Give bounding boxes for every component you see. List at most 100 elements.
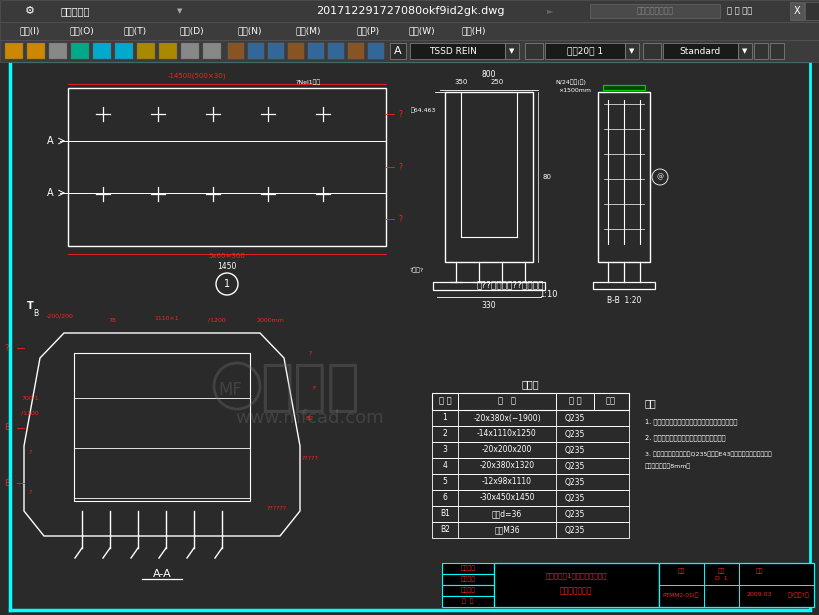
- Bar: [445, 92, 532, 262]
- Bar: [0, 22, 819, 40]
- Text: ?Nel1尺寸: ?Nel1尺寸: [295, 79, 320, 85]
- Bar: [137, 43, 155, 59]
- Text: 6: 6: [442, 493, 447, 502]
- Text: Q235: Q235: [564, 477, 585, 486]
- Text: 帮助(H): 帮助(H): [461, 26, 486, 36]
- Text: B2: B2: [440, 525, 450, 534]
- Text: 规 格: 规 格: [568, 397, 581, 405]
- Bar: [268, 43, 283, 59]
- Bar: [737, 43, 751, 59]
- Text: ?: ?: [397, 215, 401, 223]
- Bar: [432, 506, 628, 522]
- Bar: [642, 43, 660, 59]
- Text: TSSD REIN: TSSD REIN: [428, 47, 477, 55]
- Text: 2000mm: 2000mm: [256, 317, 283, 322]
- Text: Q235: Q235: [564, 509, 585, 518]
- Text: X: X: [793, 6, 799, 16]
- Text: 铁路集装符1中心站龙门吊基础: 铁路集装符1中心站龙门吊基础: [545, 573, 606, 579]
- Text: A: A: [394, 46, 401, 56]
- Bar: [493, 563, 658, 607]
- Bar: [432, 442, 628, 458]
- Text: Q235: Q235: [564, 445, 585, 454]
- Bar: [247, 43, 264, 59]
- Text: ?: ?: [397, 162, 401, 172]
- Bar: [432, 282, 545, 290]
- Bar: [432, 410, 628, 426]
- Text: B: B: [4, 424, 10, 432]
- Bar: [624, 43, 638, 59]
- Bar: [71, 43, 89, 59]
- Text: -14500(500×30): -14500(500×30): [168, 73, 226, 79]
- Bar: [328, 43, 344, 59]
- Bar: [74, 353, 250, 501]
- Text: 材质: 材质: [605, 397, 615, 405]
- Text: 设计单位: 设计单位: [460, 577, 475, 582]
- Text: 䙍64.463: 䙍64.463: [410, 107, 435, 113]
- Text: 图号: 图号: [676, 568, 684, 574]
- Text: 第?张共?张: 第?张共?张: [787, 592, 809, 598]
- Text: -20x380x(−1900): -20x380x(−1900): [473, 413, 541, 423]
- Text: 基??理螺体大??纵剪面图: 基??理螺体大??纵剪面图: [476, 280, 543, 290]
- Text: ?: ?: [308, 351, 311, 355]
- Text: 2009.03: 2009.03: [745, 592, 771, 598]
- Text: 山图与注释: 山图与注释: [61, 6, 89, 16]
- Text: MF: MF: [218, 381, 242, 399]
- Bar: [441, 574, 493, 585]
- Text: ▼: ▼: [741, 48, 747, 54]
- Bar: [0, 40, 819, 62]
- Bar: [368, 43, 383, 59]
- Bar: [287, 43, 304, 59]
- Bar: [432, 522, 628, 538]
- Bar: [432, 490, 628, 506]
- Text: B1: B1: [440, 509, 450, 518]
- Bar: [308, 43, 324, 59]
- Text: -20x200x200: -20x200x200: [482, 445, 532, 454]
- Bar: [68, 88, 386, 246]
- Text: www.mfcad.com: www.mfcad.com: [235, 409, 384, 427]
- Text: -200/200: -200/200: [46, 314, 74, 319]
- Text: ?: ?: [29, 451, 32, 456]
- Text: ?: ?: [29, 491, 32, 496]
- Bar: [410, 43, 505, 59]
- Bar: [228, 43, 244, 59]
- Text: 标注20： 1: 标注20： 1: [566, 47, 602, 55]
- Text: 说明: 说明: [645, 398, 656, 408]
- Text: ?????: ?????: [301, 456, 318, 461]
- Text: PTMM2-01(）: PTMM2-01(）: [662, 592, 699, 598]
- Text: ⚙: ⚙: [25, 6, 35, 16]
- Text: 格式(O): 格式(O): [70, 26, 94, 36]
- Text: ▼: ▼: [177, 8, 183, 14]
- Text: 5: 5: [442, 477, 447, 486]
- Text: 图纸编号: 图纸编号: [460, 588, 475, 593]
- Text: Q235: Q235: [564, 429, 585, 438]
- Text: A: A: [47, 188, 53, 198]
- Bar: [441, 596, 493, 607]
- Text: 修改(M): 修改(M): [295, 26, 320, 36]
- Text: ▼: ▼: [509, 48, 514, 54]
- Text: ?纹期?: ?纹期?: [410, 267, 423, 273]
- Text: 201712291727080okf9id2gk.dwg: 201712291727080okf9id2gk.dwg: [315, 6, 504, 16]
- Bar: [789, 2, 803, 20]
- Text: 250: 250: [490, 79, 503, 85]
- Bar: [390, 43, 405, 59]
- Text: 800: 800: [482, 69, 495, 79]
- Text: Standard: Standard: [679, 47, 720, 55]
- Bar: [159, 43, 177, 59]
- Text: 80: 80: [542, 174, 551, 180]
- Text: -20x380x1320: -20x380x1320: [479, 461, 534, 470]
- Bar: [115, 43, 133, 59]
- Text: 沐风网: 沐风网: [260, 361, 360, 415]
- Text: A-A: A-A: [152, 569, 171, 579]
- Bar: [0, 0, 819, 22]
- Bar: [545, 43, 624, 59]
- Text: Q235: Q235: [564, 525, 585, 534]
- Text: 350: 350: [454, 79, 467, 85]
- Text: 1110×1: 1110×1: [155, 315, 179, 320]
- Bar: [590, 4, 719, 18]
- Bar: [5, 43, 23, 59]
- Text: 参数(P): 参数(P): [356, 26, 379, 36]
- Bar: [658, 563, 813, 607]
- Text: B2: B2: [305, 416, 314, 421]
- Text: /1200: /1200: [21, 410, 38, 416]
- Bar: [441, 563, 493, 574]
